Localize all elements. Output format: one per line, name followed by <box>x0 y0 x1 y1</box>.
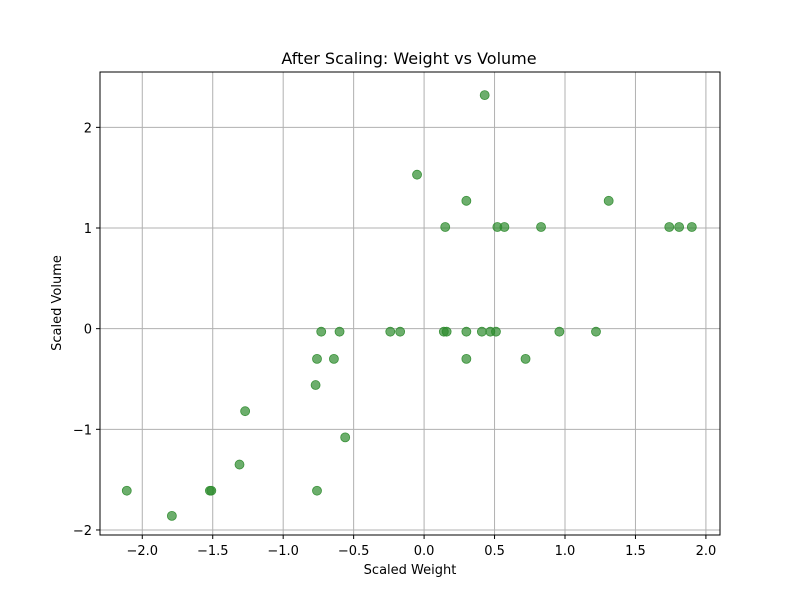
scatter-point <box>686 222 697 232</box>
scatter-point <box>310 380 321 390</box>
scatter-point <box>479 90 490 101</box>
scatter-point <box>603 195 614 206</box>
scatter-point <box>441 326 452 337</box>
scatter-point <box>440 222 451 232</box>
scatter-point <box>334 326 345 337</box>
scatter-point <box>121 485 132 496</box>
scatter-point <box>591 326 601 337</box>
chart-title: After Scaling: Weight vs Volume <box>281 49 536 68</box>
scatter-point <box>499 222 510 232</box>
scatter-point <box>234 459 245 470</box>
scatter-point <box>240 406 251 417</box>
plot-frame <box>99 71 721 536</box>
scatter-point <box>536 222 546 232</box>
y-tick-label: 2 <box>84 121 92 136</box>
scatter-point <box>476 326 487 337</box>
scatter-point <box>385 326 396 337</box>
x-tick-label: 1.5 <box>625 544 646 559</box>
scatter-point <box>206 485 217 496</box>
scatter-point <box>461 195 472 206</box>
x-tick-label: −0.5 <box>338 544 370 559</box>
data-points <box>121 90 697 521</box>
scatter-point <box>395 326 406 337</box>
x-tick-label: 0.5 <box>484 544 505 559</box>
y-tick-label: 1 <box>84 222 92 237</box>
scatter-point <box>340 432 351 443</box>
scatter-point <box>166 510 177 521</box>
scatter-point <box>312 485 322 496</box>
x-axis-ticks: −2.0 −1.5 −1.0 −0.5 0.0 0.5 1.0 1.5 2.0 <box>126 535 716 559</box>
x-tick-label: 1.0 <box>555 544 576 559</box>
x-tick-label: 0.0 <box>414 544 435 559</box>
scatter-point <box>316 326 327 337</box>
y-axis-ticks: −2 −1 0 1 2 <box>73 121 100 539</box>
grid-lines <box>100 72 720 535</box>
scatter-point <box>520 353 531 364</box>
scatter-point <box>554 326 565 337</box>
scatter-point <box>491 326 501 337</box>
x-axis-label: Scaled Weight <box>364 563 457 578</box>
scatter-point <box>461 326 472 337</box>
y-tick-label: 0 <box>84 323 92 338</box>
x-tick-label: 2.0 <box>696 544 717 559</box>
scatter-point <box>412 169 422 180</box>
scatter-point <box>329 353 339 364</box>
scatter-point <box>312 353 322 364</box>
y-axis-label: Scaled Volume <box>50 255 65 351</box>
x-tick-label: −2.0 <box>126 544 158 559</box>
y-tick-label: −2 <box>73 524 92 539</box>
scatter-point <box>461 353 472 364</box>
x-tick-label: −1.5 <box>197 544 229 559</box>
scatter-point <box>674 222 685 232</box>
y-tick-label: −1 <box>73 423 92 438</box>
scatter-point <box>664 222 675 232</box>
x-tick-label: −1.0 <box>267 544 299 559</box>
